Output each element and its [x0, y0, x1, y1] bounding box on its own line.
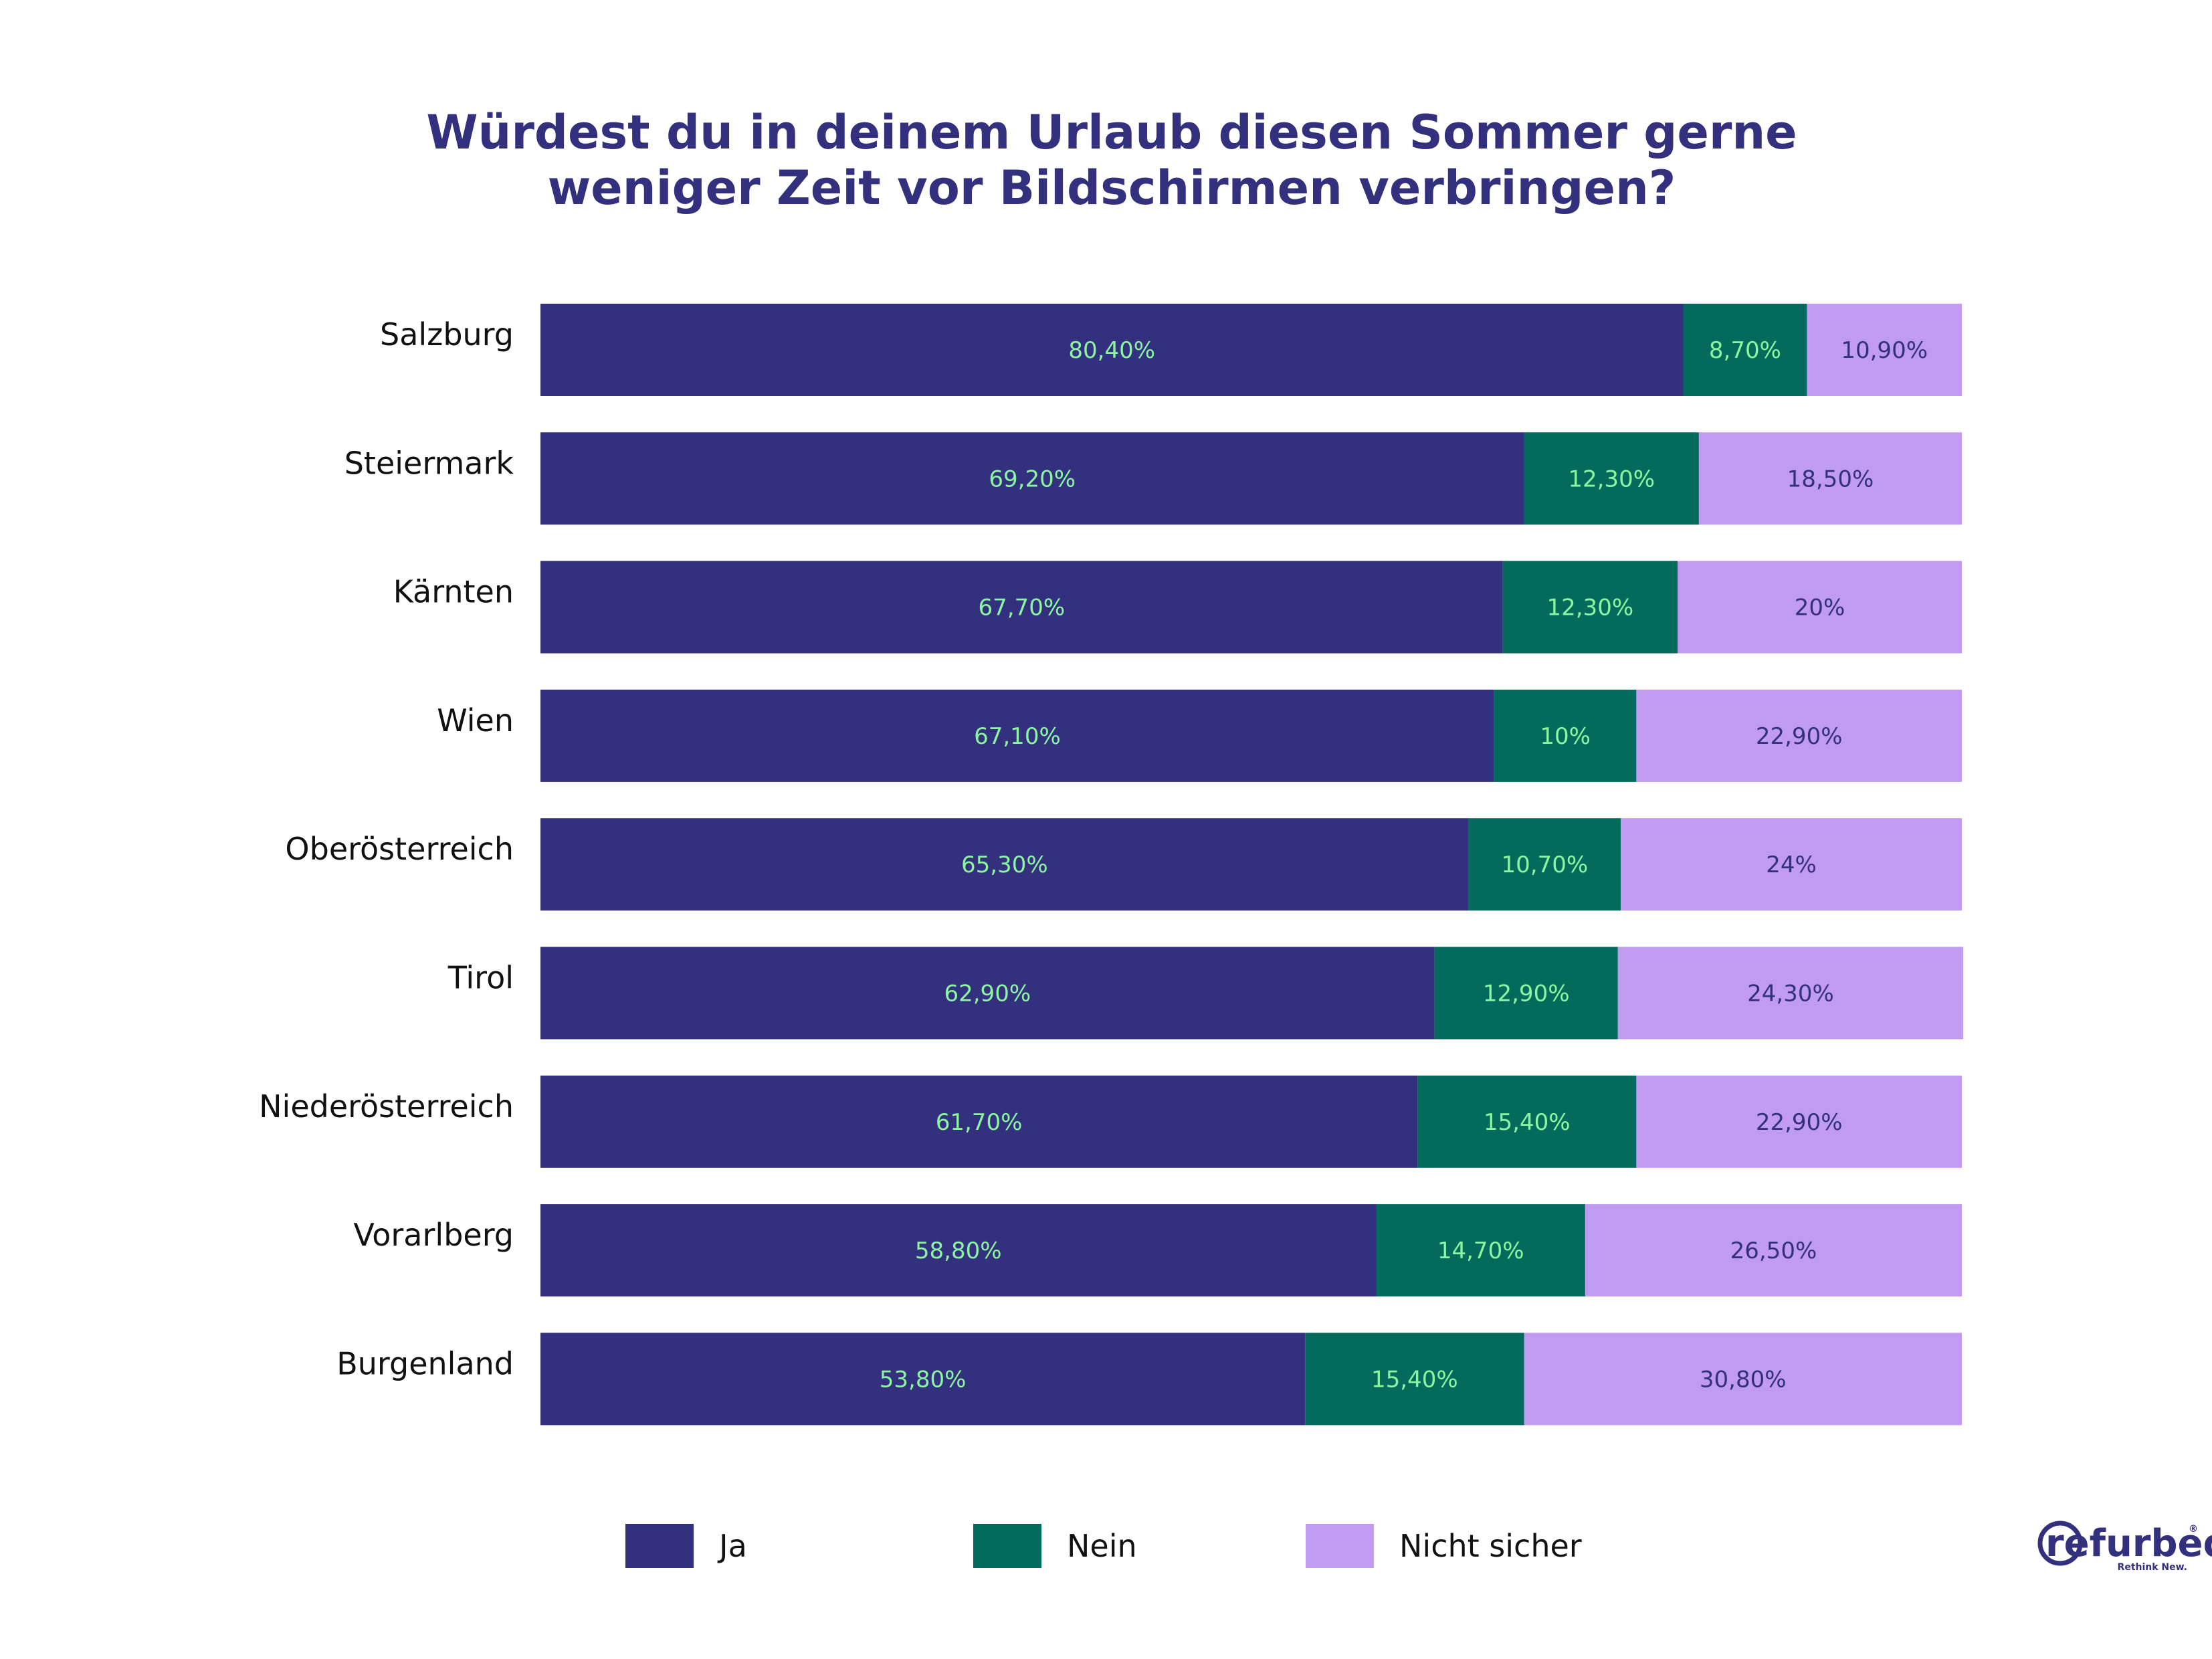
bar-nicht-sicher-vorarlberg: [1585, 1204, 1962, 1297]
refurbed-logo: refurbed Rethink New. ®: [2037, 1521, 2212, 1573]
bar-ja-burgenland: [540, 1333, 1306, 1426]
data-label-nicht-sicher-kaernten: 20%: [1795, 595, 1845, 621]
bar-nicht-sicher-wien: [1636, 689, 1962, 782]
data-label-nicht-sicher-salzburg: 10,90%: [1841, 337, 1928, 364]
logo-tagline: Rethink New.: [2118, 1562, 2187, 1573]
bar-ja-tirol: [540, 947, 1435, 1040]
data-label-ja-wien: 67,10%: [974, 723, 1061, 750]
legend-swatch-ja: [625, 1524, 694, 1568]
data-label-ja-vorarlberg: 58,80%: [915, 1238, 1002, 1264]
bar-nicht-sicher-kaernten: [1678, 561, 1962, 654]
chart-title: Würdest du in deinem Urlaub diesen Somme…: [426, 105, 1797, 215]
bar-nein-burgenland: [1305, 1333, 1524, 1426]
legend-label-nein: Nein: [1067, 1528, 1137, 1564]
bar-nicht-sicher-steiermark: [1698, 432, 1962, 525]
bar-nicht-sicher-salzburg: [1807, 304, 1962, 396]
data-label-nein-niederoesterreich: 15,40%: [1484, 1109, 1571, 1136]
data-label-nicht-sicher-oberoesterreich: 24%: [1766, 852, 1817, 878]
legend-label-nicht-sicher: Nicht sicher: [1399, 1528, 1582, 1564]
data-label-nein-salzburg: 8,70%: [1709, 337, 1781, 364]
bar-ja-niederoesterreich: [540, 1075, 1418, 1168]
data-label-nein-oberoesterreich: 10,70%: [1501, 852, 1588, 878]
data-label-nein-burgenland: 15,40%: [1371, 1366, 1458, 1393]
bar-nicht-sicher-oberoesterreich: [1621, 818, 1962, 911]
data-label-nicht-sicher-wien: 22,90%: [1756, 723, 1843, 750]
bar-nein-vorarlberg: [1376, 1204, 1585, 1297]
category-label-wien: Wien: [437, 702, 514, 739]
data-label-nein-vorarlberg: 14,70%: [1437, 1238, 1524, 1264]
bar-ja-salzburg: [540, 304, 1684, 396]
data-label-nicht-sicher-tirol: 24,30%: [1747, 981, 1834, 1007]
data-label-nein-kaernten: 12,30%: [1546, 595, 1633, 621]
logo-circle: [2037, 1521, 2083, 1566]
category-label-tirol: Tirol: [447, 960, 514, 996]
legend-swatch-nicht-sicher: [1306, 1524, 1374, 1568]
bar-nein-wien: [1494, 689, 1637, 782]
data-label-nein-steiermark: 12,30%: [1568, 466, 1655, 492]
category-label-kaernten: Kärnten: [393, 574, 514, 610]
category-label-burgenland: Burgenland: [336, 1345, 514, 1381]
data-label-nicht-sicher-steiermark: 18,50%: [1787, 466, 1874, 492]
bar-nein-kaernten: [1502, 561, 1678, 654]
legend-label-ja: Ja: [717, 1528, 747, 1564]
category-label-oberoesterreich: Oberösterreich: [285, 831, 514, 867]
data-label-ja-kaernten: 67,70%: [978, 595, 1065, 621]
data-label-ja-steiermark: 69,20%: [989, 466, 1076, 492]
bar-nein-tirol: [1434, 947, 1618, 1040]
data-label-ja-oberoesterreich: 65,30%: [961, 852, 1048, 878]
category-label-salzburg: Salzburg: [380, 316, 514, 353]
data-label-ja-salzburg: 80,40%: [1068, 337, 1155, 364]
bar-nein-niederoesterreich: [1417, 1075, 1637, 1168]
legend: Ja Nein Nicht sicher: [625, 1524, 1582, 1568]
bar-ja-kaernten: [540, 561, 1503, 654]
bar-nein-steiermark: [1524, 432, 1699, 525]
chart-title-line-1: Würdest du in deinem Urlaub diesen Somme…: [426, 105, 1797, 160]
bar-ja-oberoesterreich: [540, 818, 1469, 911]
chart-title-line-2: weniger Zeit vor Bildschirmen verbringen…: [548, 161, 1676, 215]
bar-nein-oberoesterreich: [1468, 818, 1621, 911]
logo-registered-mark: ®: [2189, 1524, 2198, 1535]
legend-swatch-nein: [973, 1524, 1041, 1568]
bar-nicht-sicher-burgenland: [1524, 1333, 1962, 1426]
data-label-nicht-sicher-niederoesterreich: 22,90%: [1756, 1109, 1843, 1136]
bar-ja-vorarlberg: [540, 1204, 1377, 1297]
category-labels: Salzburg Steiermark Kärnten Wien Oberösterre…: [259, 316, 514, 1381]
data-label-nicht-sicher-burgenland: 30,80%: [1700, 1366, 1787, 1393]
bar-nicht-sicher-tirol: [1617, 947, 1964, 1040]
data-label-nicht-sicher-vorarlberg: 26,50%: [1730, 1238, 1817, 1264]
bar-nicht-sicher-niederoesterreich: [1636, 1075, 1962, 1168]
category-label-steiermark: Steiermark: [344, 445, 514, 481]
data-label-ja-tirol: 62,90%: [944, 981, 1031, 1007]
data-label-nein-wien: 10%: [1540, 723, 1591, 750]
bar-nein-salzburg: [1683, 304, 1807, 396]
logo-wordmark: refurbed: [2045, 1522, 2212, 1565]
bar-ja-steiermark: [540, 432, 1524, 525]
bar-stack-group: 80,40% 8,70% 10,90% 69,20% 12,30% 18,50% 67,70…: [540, 304, 1964, 1426]
data-label-nein-tirol: 12,90%: [1483, 981, 1570, 1007]
data-label-ja-niederoesterreich: 61,70%: [936, 1109, 1023, 1136]
category-label-vorarlberg: Vorarlberg: [353, 1217, 514, 1253]
data-label-ja-burgenland: 53,80%: [880, 1366, 967, 1393]
category-label-niederoesterreich: Niederösterreich: [259, 1088, 514, 1125]
bar-ja-wien: [540, 689, 1494, 782]
